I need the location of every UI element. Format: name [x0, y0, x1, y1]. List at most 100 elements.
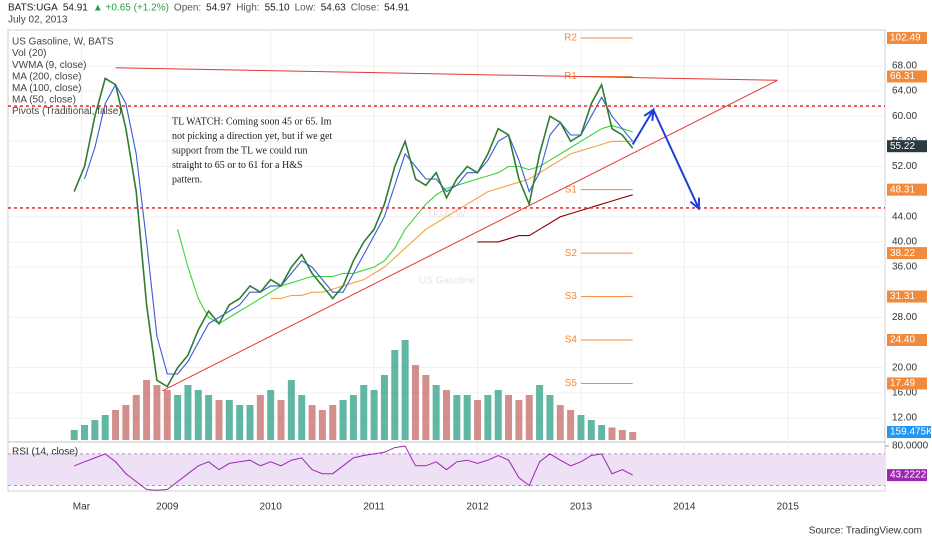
volume-bar: [267, 390, 275, 440]
volume-bar: [453, 395, 461, 440]
pivot-value-label: 24.40: [890, 335, 915, 346]
volume-bar: [577, 415, 585, 440]
y-tick-label: 60.00: [892, 111, 917, 122]
pivot-value-label: 31.31: [890, 291, 915, 302]
pivot-name: S2: [565, 248, 578, 259]
volume-bar: [505, 395, 513, 440]
volume-bar: [494, 390, 502, 440]
volume-bar: [391, 350, 399, 440]
pivot-value-label: 17.49: [890, 378, 915, 389]
rsi-label-box: [887, 469, 927, 482]
price-marker-label: 55.22: [890, 141, 915, 152]
volume-bar: [618, 430, 626, 440]
volume-bar: [122, 405, 130, 440]
ma-line: [477, 194, 633, 243]
volume-bar: [484, 395, 492, 440]
volume-bar: [184, 385, 192, 440]
x-tick-label: Mar: [73, 502, 91, 513]
y-tick-label: 52.00: [892, 161, 917, 172]
pivot-value-label: 38.22: [890, 248, 915, 259]
volume-bar: [629, 432, 637, 440]
watermark: UGA, W: [429, 210, 466, 221]
trendline: [115, 67, 778, 81]
ma-line: [177, 125, 633, 325]
legend-item: Vol (20): [12, 48, 46, 59]
volume-bar: [194, 390, 202, 440]
pivot-name: S5: [565, 378, 578, 389]
ohlc-label: Open:: [174, 3, 201, 14]
y-tick-label: 64.00: [892, 86, 917, 97]
volume-bar: [174, 395, 182, 440]
pivot-label-box: [887, 247, 927, 260]
price-marker-box: [887, 140, 927, 153]
volume-bar: [515, 400, 523, 440]
symbol: BATS:UGA: [8, 3, 58, 14]
annotation: straight to 65 or to 61 for a H&S: [172, 160, 303, 171]
y-tick-label: 12.00: [892, 413, 917, 424]
volume-bar: [246, 405, 254, 440]
volume-bar: [546, 395, 554, 440]
volume-bar: [422, 375, 430, 440]
volume-bar: [112, 410, 120, 440]
x-tick-label: 2012: [466, 502, 489, 513]
pivot-label-box: [887, 183, 927, 196]
volume-bar: [287, 380, 295, 440]
legend-item: US Gasoline, W, BATS: [12, 37, 114, 48]
ohlc-value: 54.63: [321, 3, 346, 14]
pivot-label-box: [887, 377, 927, 390]
rsi-name: RSI (14, close): [12, 447, 78, 458]
x-tick-label: 2013: [570, 502, 593, 513]
legend-item: MA (100, close): [12, 83, 81, 94]
pivot-label-box: [887, 32, 927, 44]
volume-bar: [308, 405, 316, 440]
y-tick-label: 28.00: [892, 312, 917, 323]
y-tick-label: 40.00: [892, 237, 917, 248]
last-price: 54.91: [63, 3, 88, 14]
volume-bar: [91, 420, 99, 440]
volume-bar: [143, 380, 151, 440]
volume-bar: [443, 390, 450, 440]
price-line: [73, 77, 634, 388]
volume-bar: [567, 410, 575, 440]
y-tick-label: 20.00: [892, 362, 917, 373]
y-tick-label: 68.00: [892, 60, 917, 71]
volume-label-box: [887, 426, 931, 439]
pivot-name: S1: [565, 184, 578, 195]
volume-bar: [339, 400, 347, 440]
source: Source: TradingView.com: [809, 526, 922, 537]
volume-bar: [360, 385, 368, 440]
plot-frame: [7, 29, 886, 492]
volume-bar: [349, 395, 357, 440]
ohlc-value: 54.97: [206, 3, 231, 14]
pivot-label-box: [887, 334, 927, 347]
volume-bar: [132, 395, 140, 440]
volume-bar: [236, 405, 244, 440]
pivot-label-box: [887, 70, 927, 83]
volume-bar: [556, 405, 564, 440]
volume-bar: [163, 390, 171, 440]
volume-bar: [329, 405, 337, 440]
annotation: TL WATCH: Coming soon 45 or 65. Im: [172, 116, 332, 127]
rsi-line: [74, 445, 633, 491]
pivot-value-label: 66.31: [890, 71, 915, 82]
legend-item: Pivots (Traditional, false): [12, 106, 122, 117]
volume-bar: [277, 400, 285, 440]
pivot-name: S4: [565, 335, 578, 346]
rsi-label: 43.2222: [890, 470, 927, 481]
volume-bar: [370, 390, 378, 440]
watermark: US Gasoline: [419, 276, 476, 287]
x-tick-label: 2009: [156, 502, 179, 513]
volume-bar: [525, 395, 533, 440]
pivot-value-label: 102.49: [890, 33, 921, 44]
volume-bar: [215, 400, 223, 440]
volume-bar: [587, 420, 595, 440]
y-tick-label: 16.00: [892, 387, 917, 398]
x-tick-label: 2014: [673, 502, 696, 513]
volume-bar: [101, 415, 109, 440]
volume-bar: [536, 385, 544, 440]
arrow-head: [643, 107, 655, 121]
legend-item: MA (200, close): [12, 71, 81, 82]
volume-bar: [411, 365, 419, 440]
y-tick-label: 44.00: [892, 211, 917, 222]
